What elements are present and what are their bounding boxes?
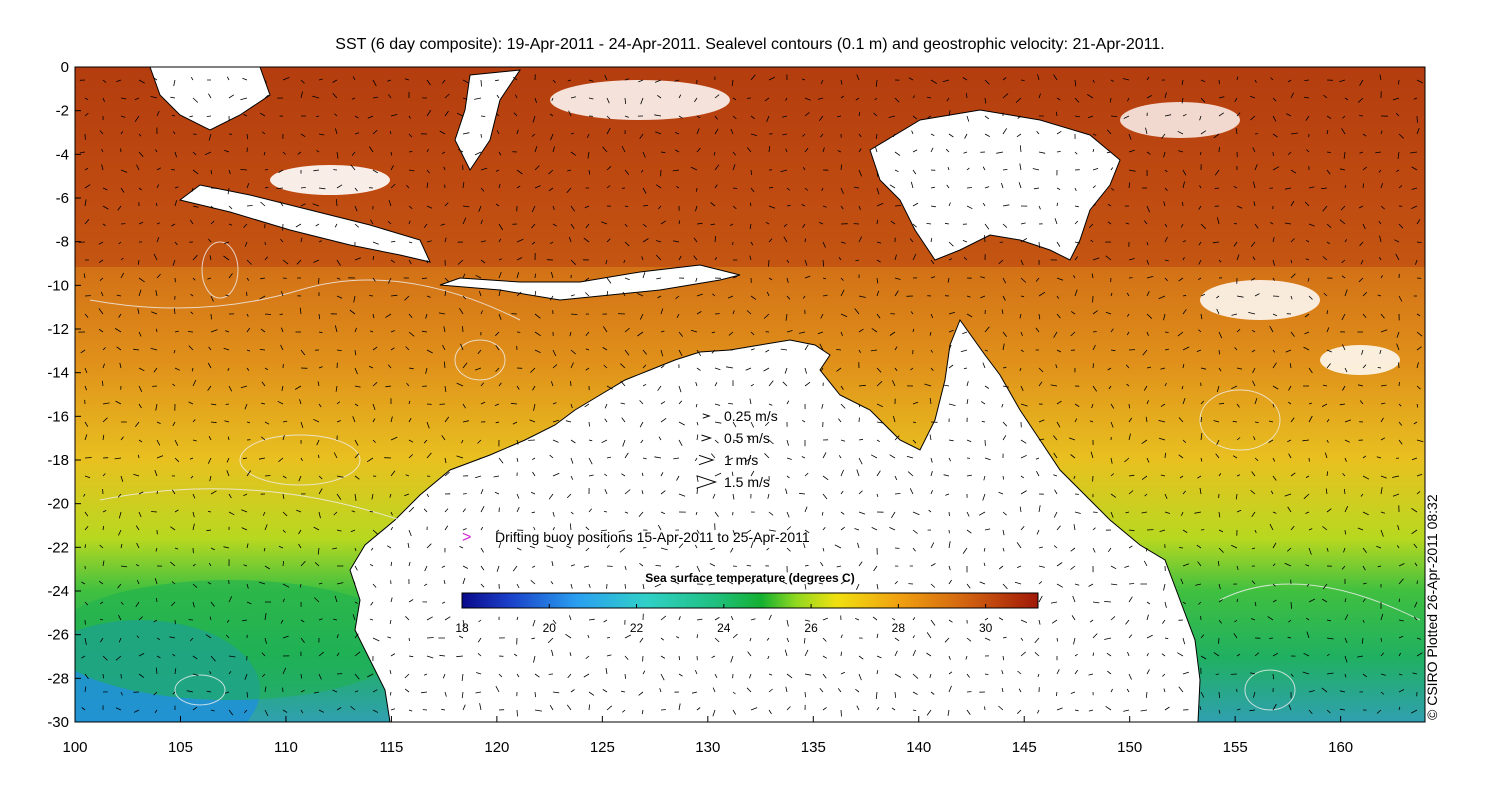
velocity-legend-label: 0.25 m/s <box>724 408 778 424</box>
x-tick-label: 120 <box>484 739 509 756</box>
colorbar-tick-label: 28 <box>892 621 906 635</box>
timor-land <box>439 264 741 301</box>
y-tick-label: -18 <box>47 452 69 469</box>
y-tick-label: -8 <box>56 234 69 251</box>
y-tick-label: -10 <box>47 277 69 294</box>
velocity-legend-label: 0.5 m/s <box>724 430 770 446</box>
velocity-legend-arrow <box>698 454 715 466</box>
colorbar-tick-label: 24 <box>717 621 731 635</box>
colorbar-tick-label: 20 <box>543 621 557 635</box>
y-tick-label: -22 <box>47 539 69 556</box>
map-title: SST (6 day composite): 19-Apr-2011 - 24-… <box>335 36 1165 53</box>
buoy-symbol: > <box>462 529 471 546</box>
velocity-legend-arrow <box>696 475 718 489</box>
x-tick-label: 160 <box>1328 739 1353 756</box>
x-axis: 100 105 110 115 120 125 130 135 140 145 150 155 160 <box>62 716 1353 756</box>
sealevel-contours <box>89 241 1421 711</box>
green-southwest-water <box>75 580 410 700</box>
x-tick-label: 140 <box>906 739 931 756</box>
x-tick-label: 115 <box>379 739 403 756</box>
y-tick-label: -4 <box>56 146 69 163</box>
y-tick-label: 0 <box>61 59 69 76</box>
y-tick-label: -26 <box>47 627 69 644</box>
buoy-legend: > Drifting buoy positions 15-Apr-2011 to… <box>462 529 810 546</box>
cloud-gap <box>1320 345 1400 375</box>
y-tick-label: -2 <box>56 103 69 120</box>
y-tick-label: -24 <box>47 583 69 600</box>
velocity-legend-arrow <box>701 434 713 442</box>
velocity-legend-label: 1 m/s <box>724 452 758 468</box>
colorbar-tick-label: 18 <box>455 621 469 635</box>
x-tick-label: 135 <box>801 739 826 756</box>
buoy-label: Drifting buoy positions 15-Apr-2011 to 2… <box>495 529 810 545</box>
x-tick-label: 105 <box>168 739 193 756</box>
x-tick-label: 110 <box>274 739 298 756</box>
x-tick-label: 100 <box>62 739 87 756</box>
x-tick-label: 155 <box>1223 739 1248 756</box>
credit-text: © CSIRO Plotted 26-Apr-2011 08:32 <box>1424 494 1440 720</box>
y-tick-label: -6 <box>56 190 69 207</box>
borneo-land <box>149 67 271 131</box>
x-tick-label: 145 <box>1012 739 1037 756</box>
colorbar-title: Sea surface temperature (degrees C) <box>645 571 854 585</box>
cloud-gap <box>1200 280 1320 320</box>
y-tick-label: -16 <box>47 408 69 425</box>
colorbar: Sea surface temperature (degrees C) 18 20… <box>455 571 1039 635</box>
y-tick-label: -20 <box>47 496 69 513</box>
y-tick-label: -12 <box>47 321 69 338</box>
x-tick-label: 130 <box>695 739 720 756</box>
warm-north-band <box>75 67 1425 267</box>
new-guinea-land <box>869 109 1121 261</box>
cloud-gap <box>550 80 730 120</box>
colorbar-tick-label: 22 <box>630 621 644 635</box>
cloud-gap <box>1120 102 1240 138</box>
java-land <box>178 184 431 263</box>
geostrophic-velocity-field <box>78 74 1424 717</box>
colorbar-bar <box>461 592 1039 609</box>
cloud-gap <box>270 165 390 195</box>
y-tick-label: -30 <box>47 714 69 731</box>
sulawesi-land <box>454 69 522 171</box>
plot-frame <box>74 66 1426 723</box>
x-tick-label: 150 <box>1117 739 1142 756</box>
velocity-legend-label: 1.5 m/s <box>724 474 770 490</box>
velocity-arrows <box>78 74 1424 717</box>
colorbar-tick-label: 30 <box>979 621 993 635</box>
y-tick-label: -14 <box>47 365 69 382</box>
colorbar-tick-label: 26 <box>804 621 818 635</box>
y-tick-label: -28 <box>47 670 69 687</box>
x-tick-label: 125 <box>590 739 615 756</box>
y-axis: 0 -2 -4 -6 -8 -10 -12 -14 -16 -18 -20 -22 -24 -26 -28 -… <box>47 59 81 731</box>
australia-land <box>349 318 1201 722</box>
map-layers <box>75 67 1425 722</box>
velocity-legend: 0.25 m/s 0.5 m/s 1 m/s 1.5 m/s <box>696 408 778 490</box>
velocity-legend-arrow <box>702 413 711 419</box>
colorbar-ticks: 18 20 22 24 26 28 30 <box>455 604 993 635</box>
